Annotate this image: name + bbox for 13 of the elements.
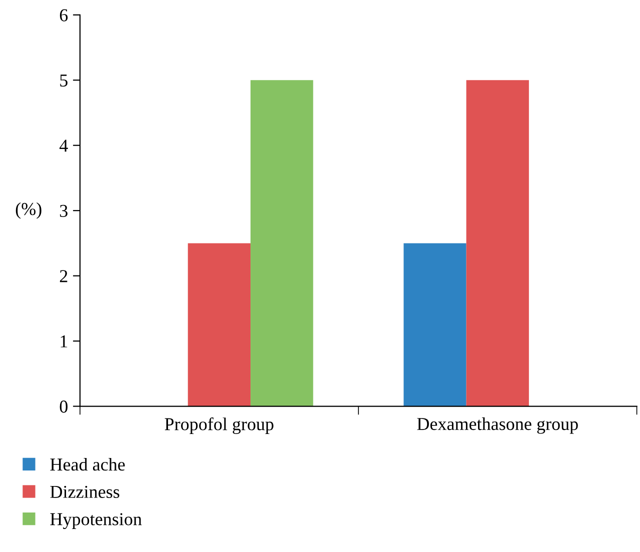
x-tick-label: Propofol group	[164, 417, 274, 434]
y-tick-label: 4	[60, 140, 68, 152]
y-axis-title: (%)	[16, 202, 42, 219]
legend-label: Dizziness	[50, 486, 120, 498]
y-tick-label: 3	[60, 204, 68, 218]
y-tick-label: 6	[60, 9, 68, 22]
y-tick-label: 2	[60, 270, 68, 282]
y-tick-label: 5	[60, 74, 68, 87]
legend-label: Head ache	[50, 458, 125, 471]
x-tick-label: Dexamethasone group	[417, 417, 578, 434]
y-tick-label: 0	[60, 400, 68, 413]
legend-label: Hypotension	[50, 513, 142, 530]
y-tick-label: 1	[60, 335, 68, 348]
